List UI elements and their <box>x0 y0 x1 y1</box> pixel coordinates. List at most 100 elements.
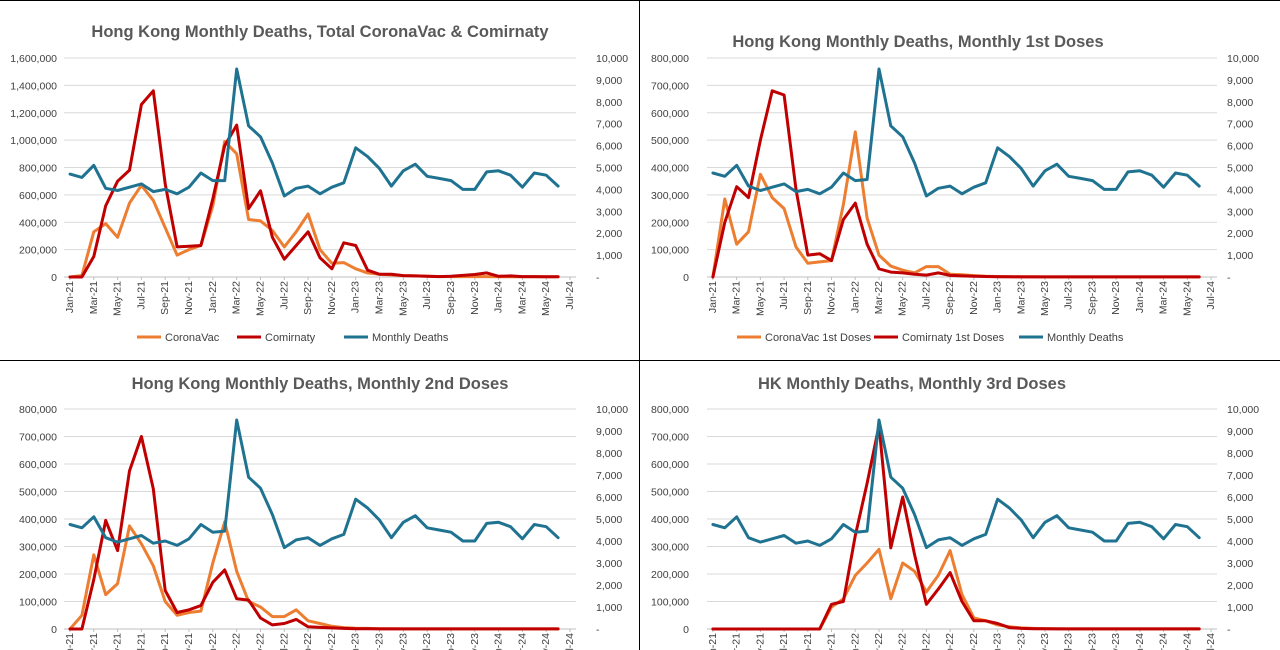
y-left-tick-label: 600,000 <box>19 459 57 471</box>
y-right-tick-label: 2,000 <box>596 580 622 592</box>
x-tick-label: May-21 <box>754 633 766 650</box>
x-tick-label: Jan-23 <box>350 281 362 313</box>
x-tick-label: Sep-23 <box>1086 633 1098 650</box>
x-tick-label: Jan-22 <box>207 281 219 313</box>
y-right-tick-label: 7,000 <box>596 119 622 131</box>
y-left-tick-label: 600,000 <box>651 459 689 471</box>
x-tick-label: Mar-23 <box>1015 281 1027 314</box>
x-tick-label: Jan-24 <box>493 281 505 313</box>
x-tick-label: Mar-22 <box>231 633 243 650</box>
x-tick-label: Sep-22 <box>302 633 314 650</box>
y-left-tick-label: 0 <box>51 272 57 284</box>
y-right-tick-label: 6,000 <box>596 492 622 504</box>
y-left-tick-label: 200,000 <box>19 569 57 581</box>
y-right-tick-label: 1,000 <box>1227 602 1253 614</box>
x-tick-label: Jul-24 <box>564 633 576 650</box>
y-left-tick-label: 0 <box>51 624 57 636</box>
chart-panel-1st-doses: Hong Kong Monthly Deaths, Monthly 1st Do… <box>639 0 1280 361</box>
x-tick-label: Nov-23 <box>469 633 481 650</box>
x-tick-label: Jul-22 <box>278 281 290 310</box>
y-left-tick-label: 500,000 <box>651 487 689 499</box>
series-line-monthly-deaths <box>711 67 1201 198</box>
x-tick-label: May-23 <box>397 281 409 316</box>
x-tick-label: Mar-24 <box>1158 633 1170 650</box>
y-left-tick-label: 500,000 <box>651 135 689 147</box>
chart-panel-total: Hong Kong Monthly Deaths, Total CoronaVa… <box>0 0 640 361</box>
x-tick-label: Sep-21 <box>802 633 814 650</box>
y-left-tick-label: 100,000 <box>651 245 689 257</box>
y-left-tick-label: 1,000,000 <box>10 135 57 147</box>
x-tick-label: May-22 <box>897 633 909 650</box>
series-line-monthly-deaths <box>68 67 560 198</box>
legend-label-coronavac-1st-doses: CoronaVac 1st Doses <box>765 332 872 344</box>
x-tick-label: Mar-22 <box>873 633 885 650</box>
y-right-tick-label: 1,000 <box>1227 250 1253 262</box>
y-right-tick-label: 7,000 <box>1227 470 1253 482</box>
y-left-tick-label: 200,000 <box>19 245 57 257</box>
x-tick-label: Jan-24 <box>493 633 505 650</box>
series-line-comirnaty <box>68 89 560 279</box>
x-tick-label: May-24 <box>540 633 552 650</box>
series-line-monthly-deaths <box>711 418 1201 550</box>
x-tick-label: Jan-21 <box>707 633 719 650</box>
legend-label-comirnaty-1st-doses: Comirnaty 1st Doses <box>902 332 1005 344</box>
legend-label-comirnaty: Comirnaty <box>265 332 316 344</box>
y-left-tick-label: 700,000 <box>19 432 57 444</box>
y-right-tick-label: 4,000 <box>596 536 622 548</box>
x-tick-label: Jan-22 <box>849 281 861 313</box>
chart-title: HK Monthly Deaths, Monthly 3rd Doses <box>758 375 1066 393</box>
y-right-tick-label: 1,000 <box>596 250 622 262</box>
y-right-tick-label: 5,000 <box>596 514 622 526</box>
x-tick-label: Jan-23 <box>350 633 362 650</box>
x-tick-label: Sep-21 <box>802 281 814 315</box>
chart-title: Hong Kong Monthly Deaths, Monthly 2nd Do… <box>132 375 509 393</box>
y-right-tick-label: 9,000 <box>1227 426 1253 438</box>
x-tick-label: Jul-21 <box>778 633 790 650</box>
y-left-tick-label: 400,000 <box>651 514 689 526</box>
legend-label-coronavac: CoronaVac <box>165 332 220 344</box>
x-tick-label: Jan-22 <box>207 633 219 650</box>
x-tick-label: Jul-21 <box>135 281 147 310</box>
x-tick-label: Nov-23 <box>1110 281 1122 315</box>
x-tick-label: Nov-21 <box>826 281 838 315</box>
y-left-tick-label: 700,000 <box>651 80 689 92</box>
x-tick-label: May-23 <box>397 633 409 650</box>
y-right-tick-label: 6,000 <box>1227 141 1253 153</box>
y-right-tick-label: 2,000 <box>1227 228 1253 240</box>
x-tick-label: Mar-22 <box>231 281 243 314</box>
y-right-tick-label: 8,000 <box>596 97 622 109</box>
y-left-tick-label: 300,000 <box>651 542 689 554</box>
y-left-tick-label: 600,000 <box>651 108 689 120</box>
x-tick-label: Mar-23 <box>374 281 386 314</box>
y-left-tick-label: 300,000 <box>19 542 57 554</box>
x-tick-label: Nov-23 <box>1110 633 1122 650</box>
x-tick-label: Sep-21 <box>159 633 171 650</box>
y-left-tick-label: 200,000 <box>651 569 689 581</box>
y-right-tick-label: 3,000 <box>596 206 622 218</box>
x-tick-label: May-22 <box>254 633 266 650</box>
series-line-comirnaty-1st-doses <box>711 89 1201 279</box>
y-right-tick-label: - <box>1227 272 1231 284</box>
x-tick-label: Nov-22 <box>326 633 338 650</box>
x-tick-label: Jan-24 <box>1134 633 1146 650</box>
x-tick-label: Nov-22 <box>968 633 980 650</box>
x-tick-label: May-21 <box>112 633 124 650</box>
chart-2nd-doses: Hong Kong Monthly Deaths, Monthly 2nd Do… <box>19 375 628 650</box>
y-left-tick-label: 500,000 <box>19 487 57 499</box>
y-right-tick-label: 3,000 <box>596 558 622 570</box>
y-right-tick-label: 9,000 <box>596 426 622 438</box>
y-left-tick-label: 0 <box>683 272 689 284</box>
series-line-monthly-deaths <box>68 418 560 550</box>
x-tick-label: Nov-21 <box>826 633 838 650</box>
y-left-tick-label: 800,000 <box>19 404 57 416</box>
y-left-tick-label: 400,000 <box>19 217 57 229</box>
y-right-tick-label: 10,000 <box>1227 404 1259 416</box>
y-right-tick-label: 10,000 <box>1227 53 1259 65</box>
y-right-tick-label: 9,000 <box>1227 75 1253 87</box>
y-left-tick-label: 1,200,000 <box>10 108 57 120</box>
y-left-tick-label: 1,600,000 <box>10 53 57 65</box>
y-right-tick-label: 5,000 <box>1227 163 1253 175</box>
y-right-tick-label: 5,000 <box>1227 514 1253 526</box>
x-tick-label: Jan-24 <box>1134 281 1146 313</box>
